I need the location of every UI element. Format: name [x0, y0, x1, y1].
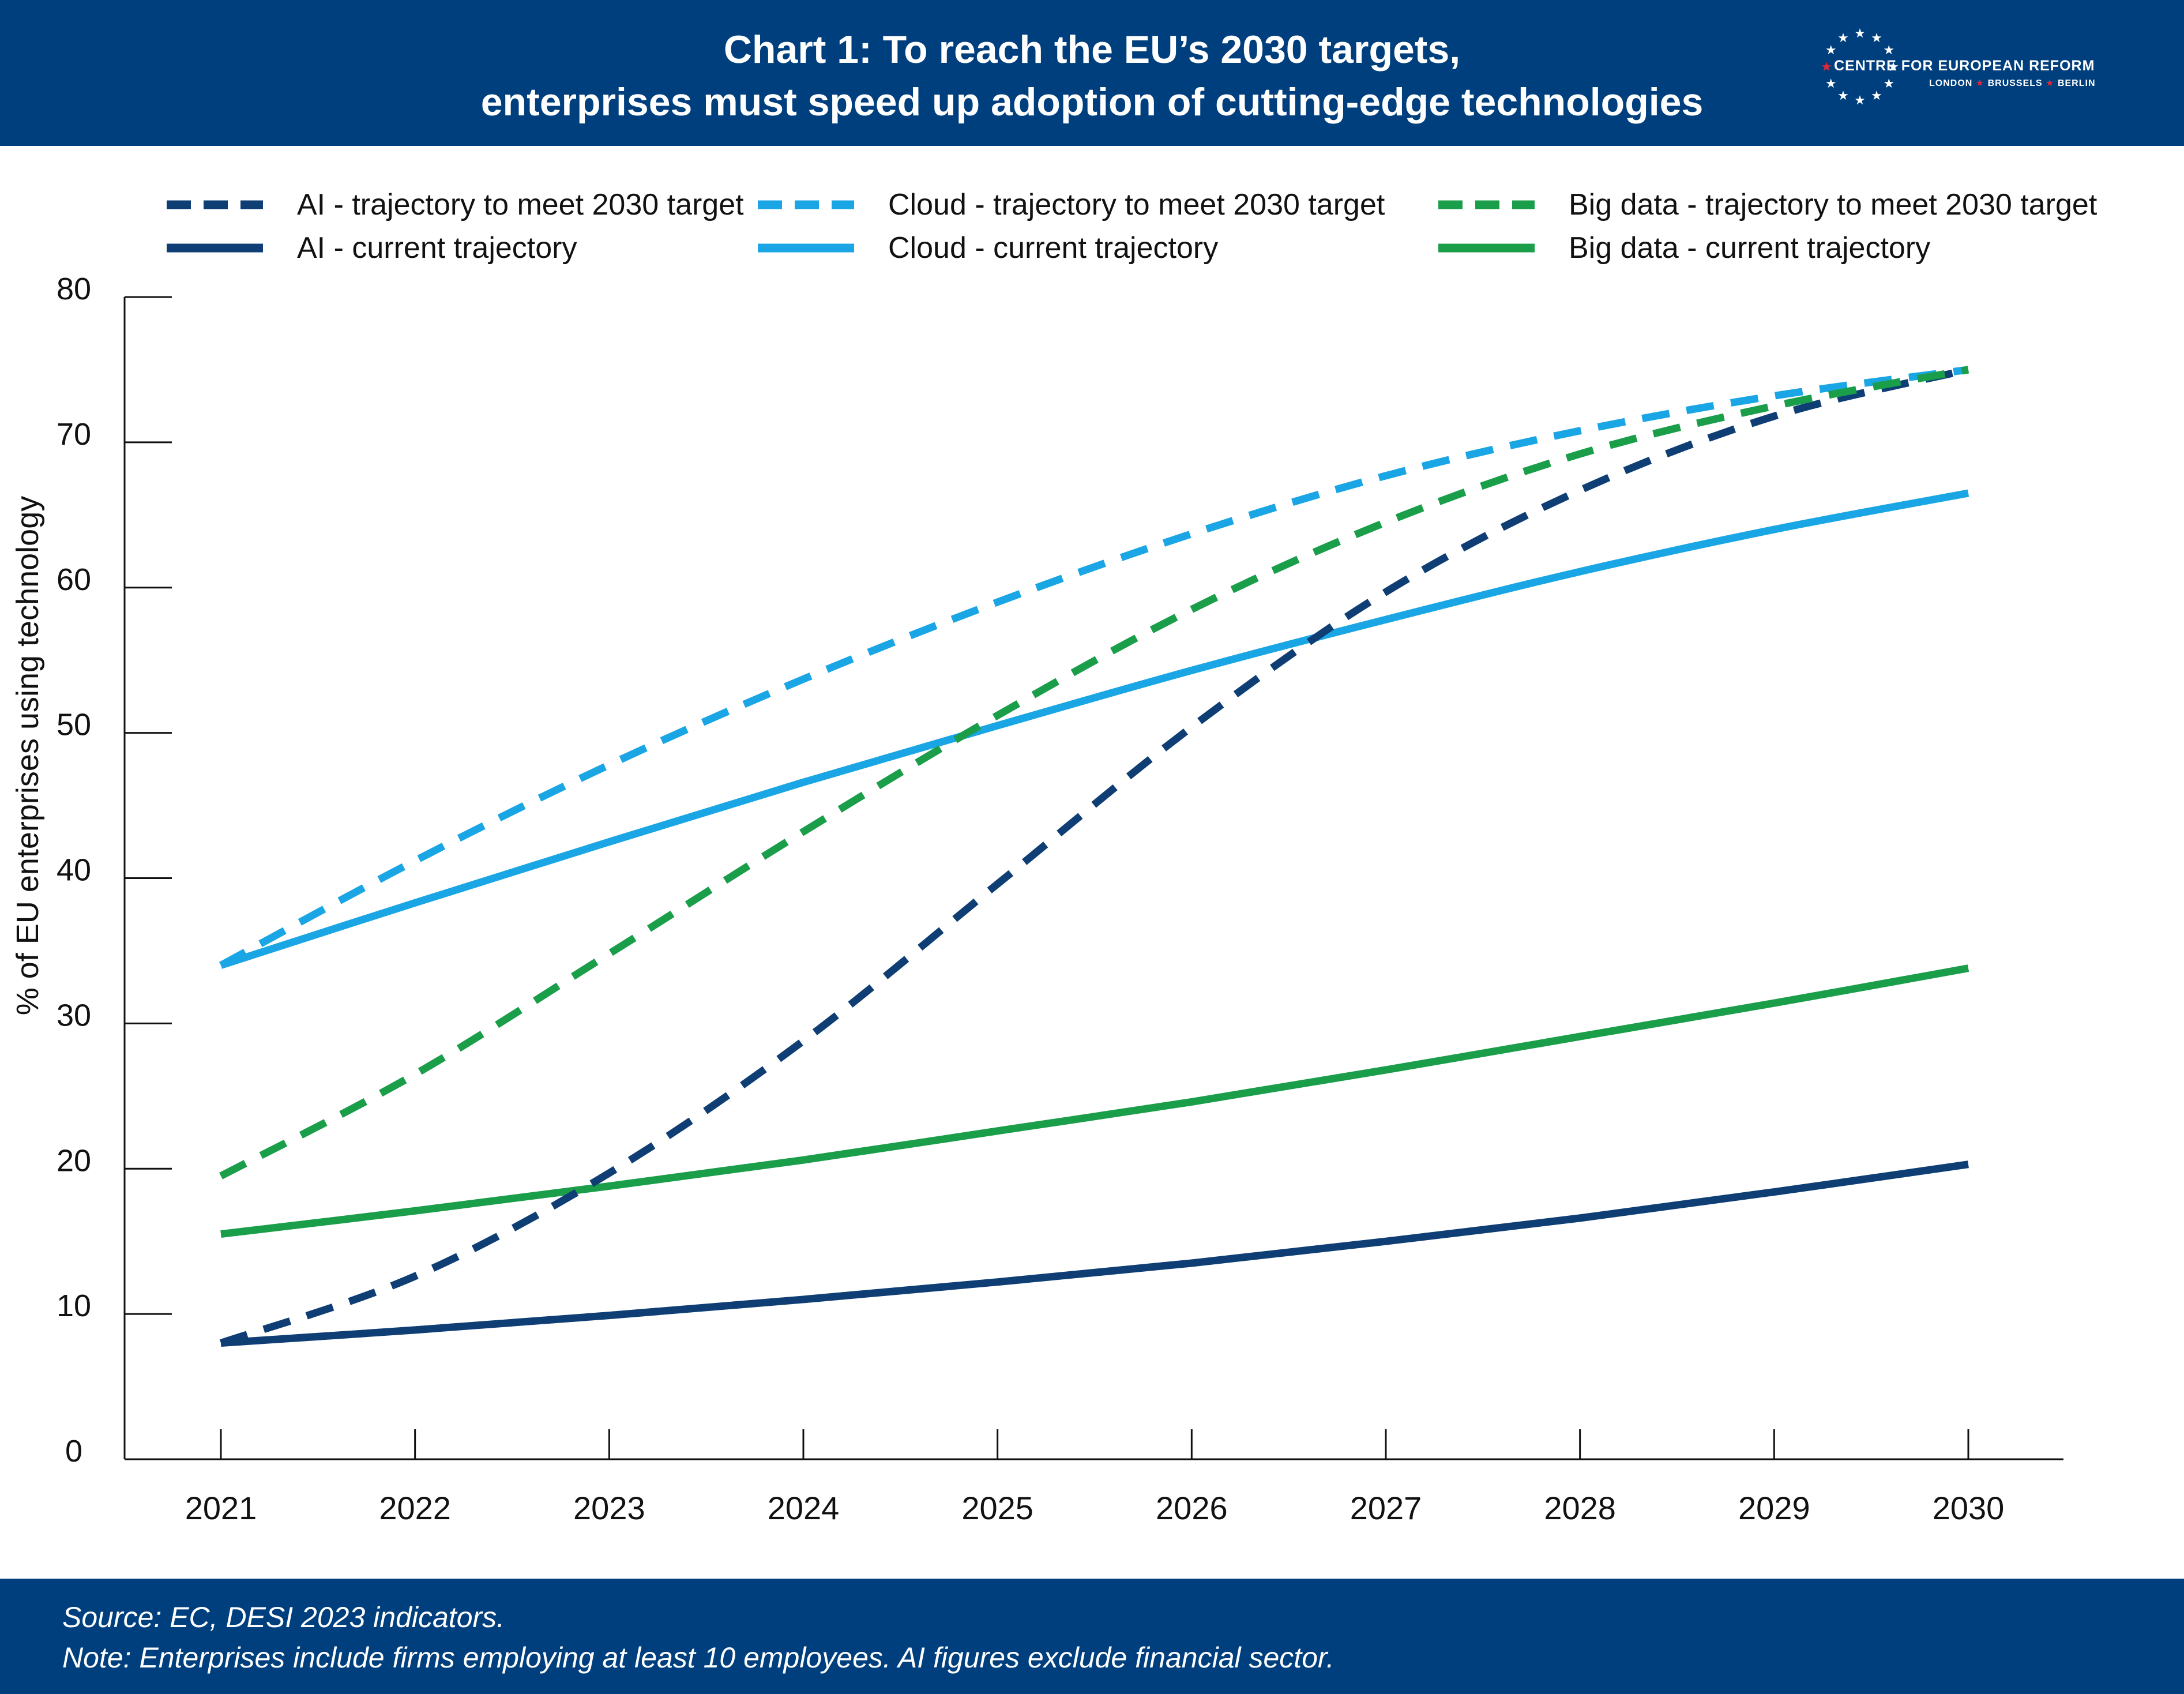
series-line-big-data-dashed — [219, 366, 1969, 1180]
x-tick-label: 2027 — [1350, 1490, 1422, 1526]
series-line-cloud-solid — [220, 489, 1969, 969]
legend-swatch-cloud-solid — [758, 243, 854, 253]
legend-item-ai-target: AI - trajectory to meet 2030 target — [164, 185, 744, 225]
logo-star-icon: ★ — [1883, 77, 1894, 91]
logo-star-icon: ★ — [1871, 89, 1882, 103]
legend-label: Cloud - trajectory to meet 2030 target — [888, 188, 1385, 221]
x-tick-label: 2025 — [961, 1490, 1033, 1526]
legend-label: AI - trajectory to meet 2030 target — [297, 188, 744, 221]
series-line-ai-solid — [220, 1160, 1969, 1347]
legend-item-cloud-target: Cloud - trajectory to meet 2030 target — [755, 185, 1385, 225]
logo-star-icon: ★ — [1888, 60, 1899, 74]
y-tick-label: 40 — [57, 853, 91, 888]
legend-label: Big data - current trajectory — [1569, 231, 1931, 265]
eu-stars-logo-icon: ★ ★★★★★★★★★★★ — [1821, 27, 1899, 108]
logo-star-icon: ★ — [1825, 77, 1837, 91]
y-tick-label: 30 — [57, 998, 91, 1032]
legend-swatch-ai-solid — [167, 243, 263, 253]
logo-star-icon: ★ — [1837, 89, 1849, 103]
logo-star-icon: ★ — [1854, 93, 1866, 108]
x-tick-label: 2029 — [1738, 1490, 1810, 1526]
y-tick-label: 50 — [57, 708, 91, 742]
logo-star-icon: ★ — [1854, 27, 1866, 41]
chart-footer: Source: EC, DESI 2023 indicators. Note: … — [0, 1579, 2184, 1694]
logo-star-icon: ★ — [1821, 60, 1832, 74]
x-tick-label: 2026 — [1156, 1490, 1228, 1526]
y-tick-label: 70 — [57, 417, 91, 452]
legend-label: Big data - trajectory to meet 2030 targe… — [1569, 188, 2097, 221]
y-tick-label: 60 — [57, 562, 91, 597]
logo-star-icon: ★ — [1871, 31, 1882, 46]
logo-star-separator-icon: ★ — [1975, 78, 1988, 88]
logo-star-separator-icon: ★ — [2046, 78, 2058, 88]
legend-swatch-ai-dashed — [167, 200, 263, 209]
legend-item-ai-current: AI - current trajectory — [164, 228, 577, 268]
legend-item-cloud-current: Cloud - current trajectory — [755, 228, 1218, 268]
logo-city-london: LONDON — [1929, 78, 1973, 88]
chart-title-line-2: enterprises must speed up adoption of cu… — [480, 80, 1704, 124]
legend-swatch-bigdata-solid — [1438, 243, 1535, 253]
logo-cities: LONDON ★ BRUSSELS ★ BERLIN — [1929, 77, 2096, 89]
logo-city-berlin: BERLIN — [2057, 78, 2096, 88]
y-tick-label: 0 — [65, 1434, 82, 1468]
logo-star-icon: ★ — [1883, 43, 1894, 58]
series-line-big-data-solid — [220, 964, 1969, 1238]
x-tick-label: 2030 — [1933, 1490, 2005, 1526]
y-tick-label: 10 — [57, 1289, 91, 1323]
legend-label: AI - current trajectory — [297, 231, 577, 265]
x-tick-label: 2024 — [768, 1490, 840, 1526]
source-note: Source: EC, DESI 2023 indicators. — [62, 1601, 505, 1633]
logo-city-brussels: BRUSSELS — [1987, 78, 2043, 88]
logo-organization-name: CENTRE FOR EUROPEAN REFORM — [1834, 58, 2095, 74]
logo-star-icon: ★ — [1837, 31, 1849, 46]
y-tick-label: 20 — [57, 1143, 91, 1178]
x-tick-label: 2021 — [185, 1490, 257, 1526]
x-tick-label: 2023 — [573, 1490, 645, 1526]
series-line-ai-dashed — [219, 366, 1969, 1347]
legend-item-bigdata-target: Big data - trajectory to meet 2030 targe… — [1436, 185, 2097, 225]
x-tick-label: 2028 — [1544, 1490, 1616, 1526]
logo-star-icon: ★ — [1825, 43, 1837, 58]
legend-item-bigdata-current: Big data - current trajectory — [1436, 228, 1930, 268]
legend-label: Cloud - current trajectory — [888, 231, 1219, 265]
legend-swatch-cloud-dashed — [758, 200, 854, 209]
x-tick-label: 2022 — [379, 1490, 451, 1526]
chart-title-line-1: Chart 1: To reach the EU’s 2030 targets, — [723, 28, 1461, 72]
methodology-note: Note: Enterprises include firms employin… — [62, 1642, 1335, 1674]
y-tick-label: 80 — [57, 272, 91, 306]
series-line-cloud-dashed — [219, 366, 1969, 969]
chart-header: Chart 1: To reach the EU’s 2030 targets,… — [0, 0, 2184, 146]
legend-swatch-bigdata-dashed — [1438, 200, 1535, 209]
